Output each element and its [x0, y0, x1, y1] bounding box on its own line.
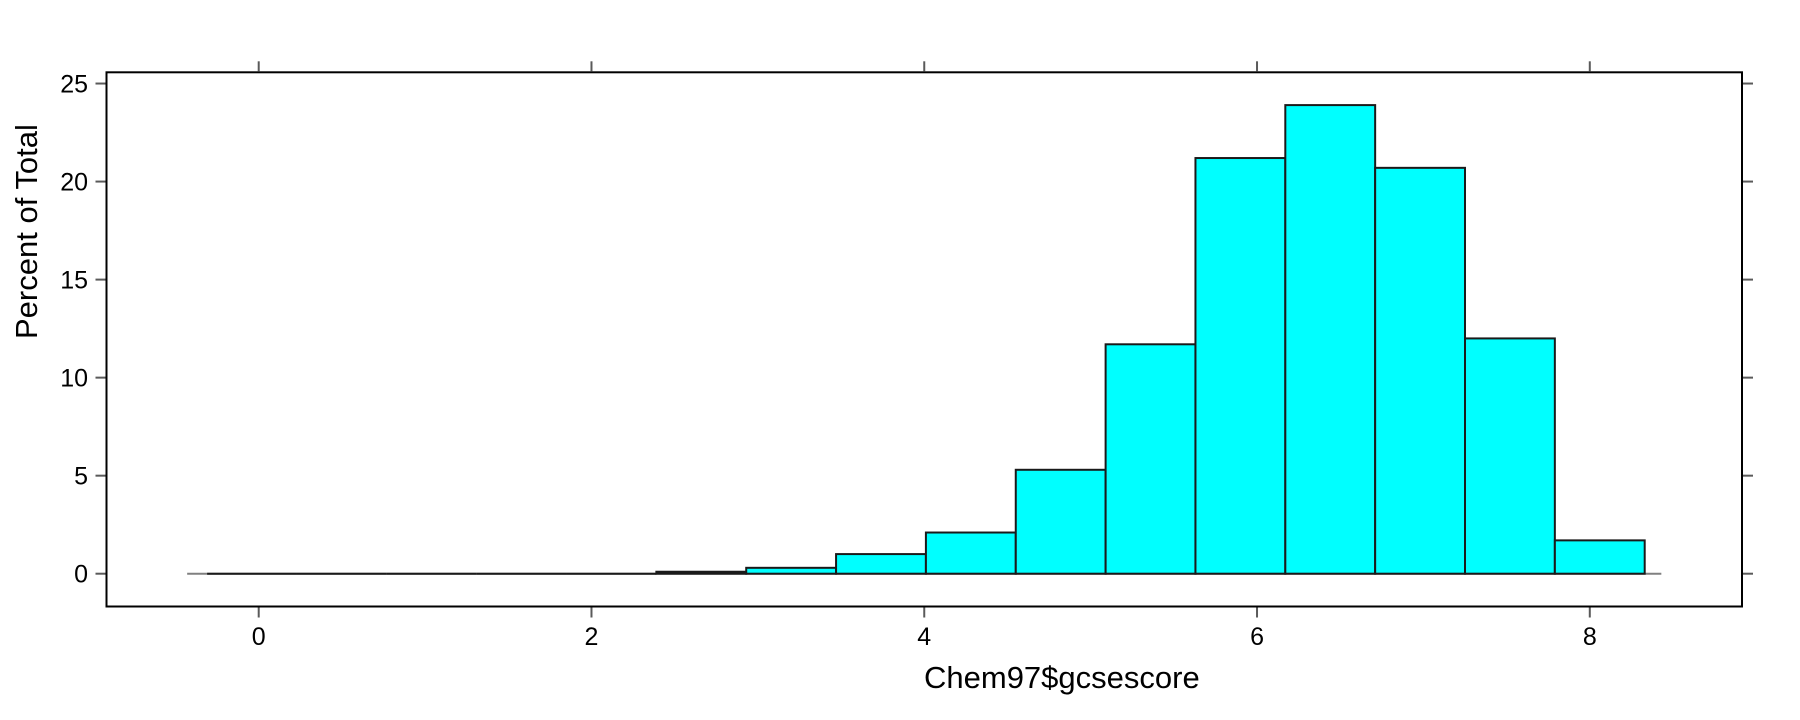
plot-border — [105, 71, 1743, 608]
histogram-bar — [835, 553, 927, 575]
histogram-bar — [655, 570, 748, 575]
y-tick-label: 25 — [60, 71, 88, 99]
y-tick-label: 10 — [60, 365, 88, 393]
histogram-bar — [1374, 166, 1467, 575]
histogram-bar — [1464, 337, 1556, 575]
y-tick-label: 15 — [60, 267, 88, 295]
histogram-bar — [745, 566, 838, 575]
y-tick-label: 5 — [74, 463, 88, 491]
x-tick-label: 4 — [917, 623, 931, 651]
x-tick-label: 2 — [585, 623, 599, 651]
histogram-bar — [1553, 539, 1646, 575]
histogram-bar — [924, 531, 1017, 575]
y-tick-label: 20 — [60, 169, 88, 197]
y-tick-label: 0 — [74, 561, 88, 589]
histogram-bar — [1104, 343, 1197, 575]
x-tick-label: 0 — [252, 623, 266, 651]
histogram-bar — [1194, 157, 1287, 575]
histogram-bar — [1014, 468, 1107, 575]
x-tick-label: 8 — [1583, 623, 1597, 651]
histogram-bar — [1284, 104, 1377, 575]
x-tick-label: 6 — [1250, 623, 1264, 651]
